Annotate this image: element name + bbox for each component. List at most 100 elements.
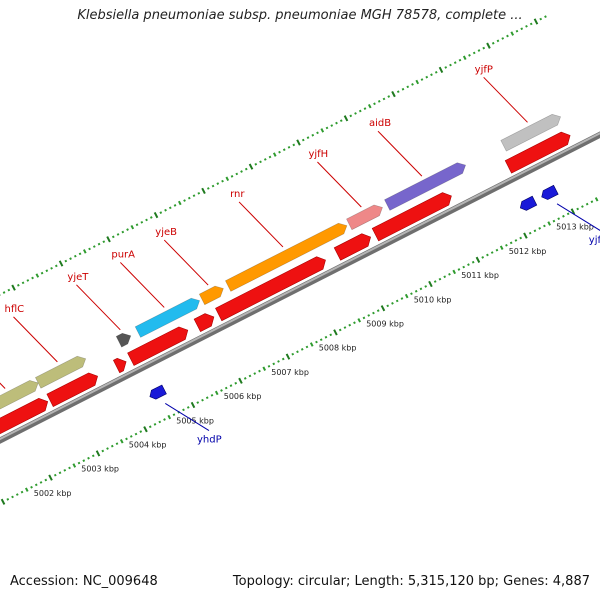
cds-arrow [0, 397, 49, 435]
outer-tick [529, 22, 533, 26]
outer-tick [411, 83, 414, 86]
outer-tick [539, 17, 543, 21]
scale-tick [300, 347, 304, 351]
scale-tick [248, 374, 252, 378]
scale-tick [471, 260, 475, 264]
outer-tick [7, 288, 11, 292]
outer-tick [415, 79, 420, 85]
outer-tick [83, 249, 87, 254]
scale-tick [53, 473, 57, 477]
outer-tick [206, 187, 210, 190]
scale-tick [167, 414, 172, 420]
outer-tick [149, 216, 153, 219]
outer-tick [102, 240, 106, 244]
outer-tick [515, 29, 519, 33]
scale-tick [291, 352, 295, 356]
scale-tick [163, 418, 166, 421]
scale-tick [39, 481, 43, 484]
scale-tick [433, 280, 437, 283]
scale-label: 5011 kbp [461, 271, 499, 280]
outer-tick [287, 145, 291, 149]
outer-tick [268, 155, 272, 159]
scale-tick [253, 372, 257, 375]
scale-tick [125, 437, 128, 441]
outer-tick [449, 63, 452, 67]
scale-tick [499, 245, 504, 250]
scale-tick [58, 471, 62, 475]
outer-tick [26, 279, 30, 282]
scale-tick [333, 329, 338, 336]
scale-tick [353, 321, 356, 325]
outer-tick [183, 199, 186, 202]
outer-tick [140, 220, 144, 224]
outer-tick [73, 254, 77, 258]
scale-tick [519, 236, 523, 240]
scale-tick [562, 214, 565, 218]
scale-label: 5006 kbp [224, 392, 262, 401]
outer-tick [259, 160, 262, 164]
outer-tick [230, 175, 234, 178]
scale-tick [262, 366, 267, 371]
gene-label-leader [317, 161, 362, 208]
scale-label: 5004 kbp [129, 440, 167, 449]
cds-arrow [193, 313, 215, 333]
outer-tick [343, 115, 349, 122]
scale-tick [101, 449, 105, 453]
genome-summary-text: Topology: circular; Length: 5,315,120 bp… [232, 574, 590, 589]
outer-tick [201, 187, 206, 195]
outer-tick [292, 143, 296, 147]
scale-tick [547, 221, 551, 226]
feature-track [0, 113, 561, 410]
outer-tick [486, 42, 491, 49]
outer-tick [16, 283, 20, 287]
outer-tick [106, 236, 111, 243]
reverse-gene-label: yjfN [589, 235, 600, 246]
scale-tick [594, 197, 599, 202]
scale-tick [443, 275, 447, 279]
scale-tick [410, 292, 413, 296]
outer-tick [88, 247, 91, 251]
scale-tick [462, 265, 466, 269]
scale-tick [486, 253, 489, 257]
outer-tick [11, 284, 16, 291]
scale-label: 5009 kbp [366, 319, 404, 328]
scale-tick [424, 285, 428, 288]
scale-label: 5008 kbp [319, 344, 357, 353]
outer-tick [54, 264, 58, 268]
cds-arrow [371, 192, 452, 242]
gene-feature [115, 332, 132, 348]
scale-tick [272, 362, 276, 366]
scale-tick [285, 353, 291, 360]
cds-track [0, 131, 571, 435]
gene-feature [134, 297, 200, 338]
outer-tick [420, 78, 424, 81]
outer-tick [50, 266, 53, 270]
outer-tick [525, 24, 528, 28]
gene-feature [384, 162, 466, 211]
outer-tick [216, 182, 220, 185]
cds-arrow [504, 131, 571, 174]
scale-tick [277, 360, 280, 363]
gene-label: purA [111, 249, 135, 260]
scale-tick [414, 289, 418, 293]
scale-tick [533, 229, 537, 233]
scale-tick [229, 384, 233, 387]
outer-tick [472, 51, 476, 55]
outer-tick [363, 107, 367, 110]
outer-tick [373, 102, 376, 106]
scale-tick [72, 463, 77, 468]
outer-tick [296, 139, 301, 146]
scale-label: 5005 kbp [176, 416, 214, 425]
gene-label-leader [483, 76, 528, 123]
scale-label: 5012 kbp [509, 247, 547, 256]
scale-tick [576, 207, 580, 211]
outer-tick [396, 90, 400, 94]
gene-label-leader [0, 382, 6, 389]
inner-ruler: 5002 kbp 5003 kbp 5004 kbp 5005 kbp 5006 kbp… [0, 197, 599, 505]
scale-tick [557, 217, 561, 221]
outer-tick [335, 121, 338, 125]
scale-tick [11, 495, 14, 499]
outer-ruler [0, 15, 547, 296]
scale-tick [129, 435, 133, 438]
outer-tick [444, 66, 448, 69]
